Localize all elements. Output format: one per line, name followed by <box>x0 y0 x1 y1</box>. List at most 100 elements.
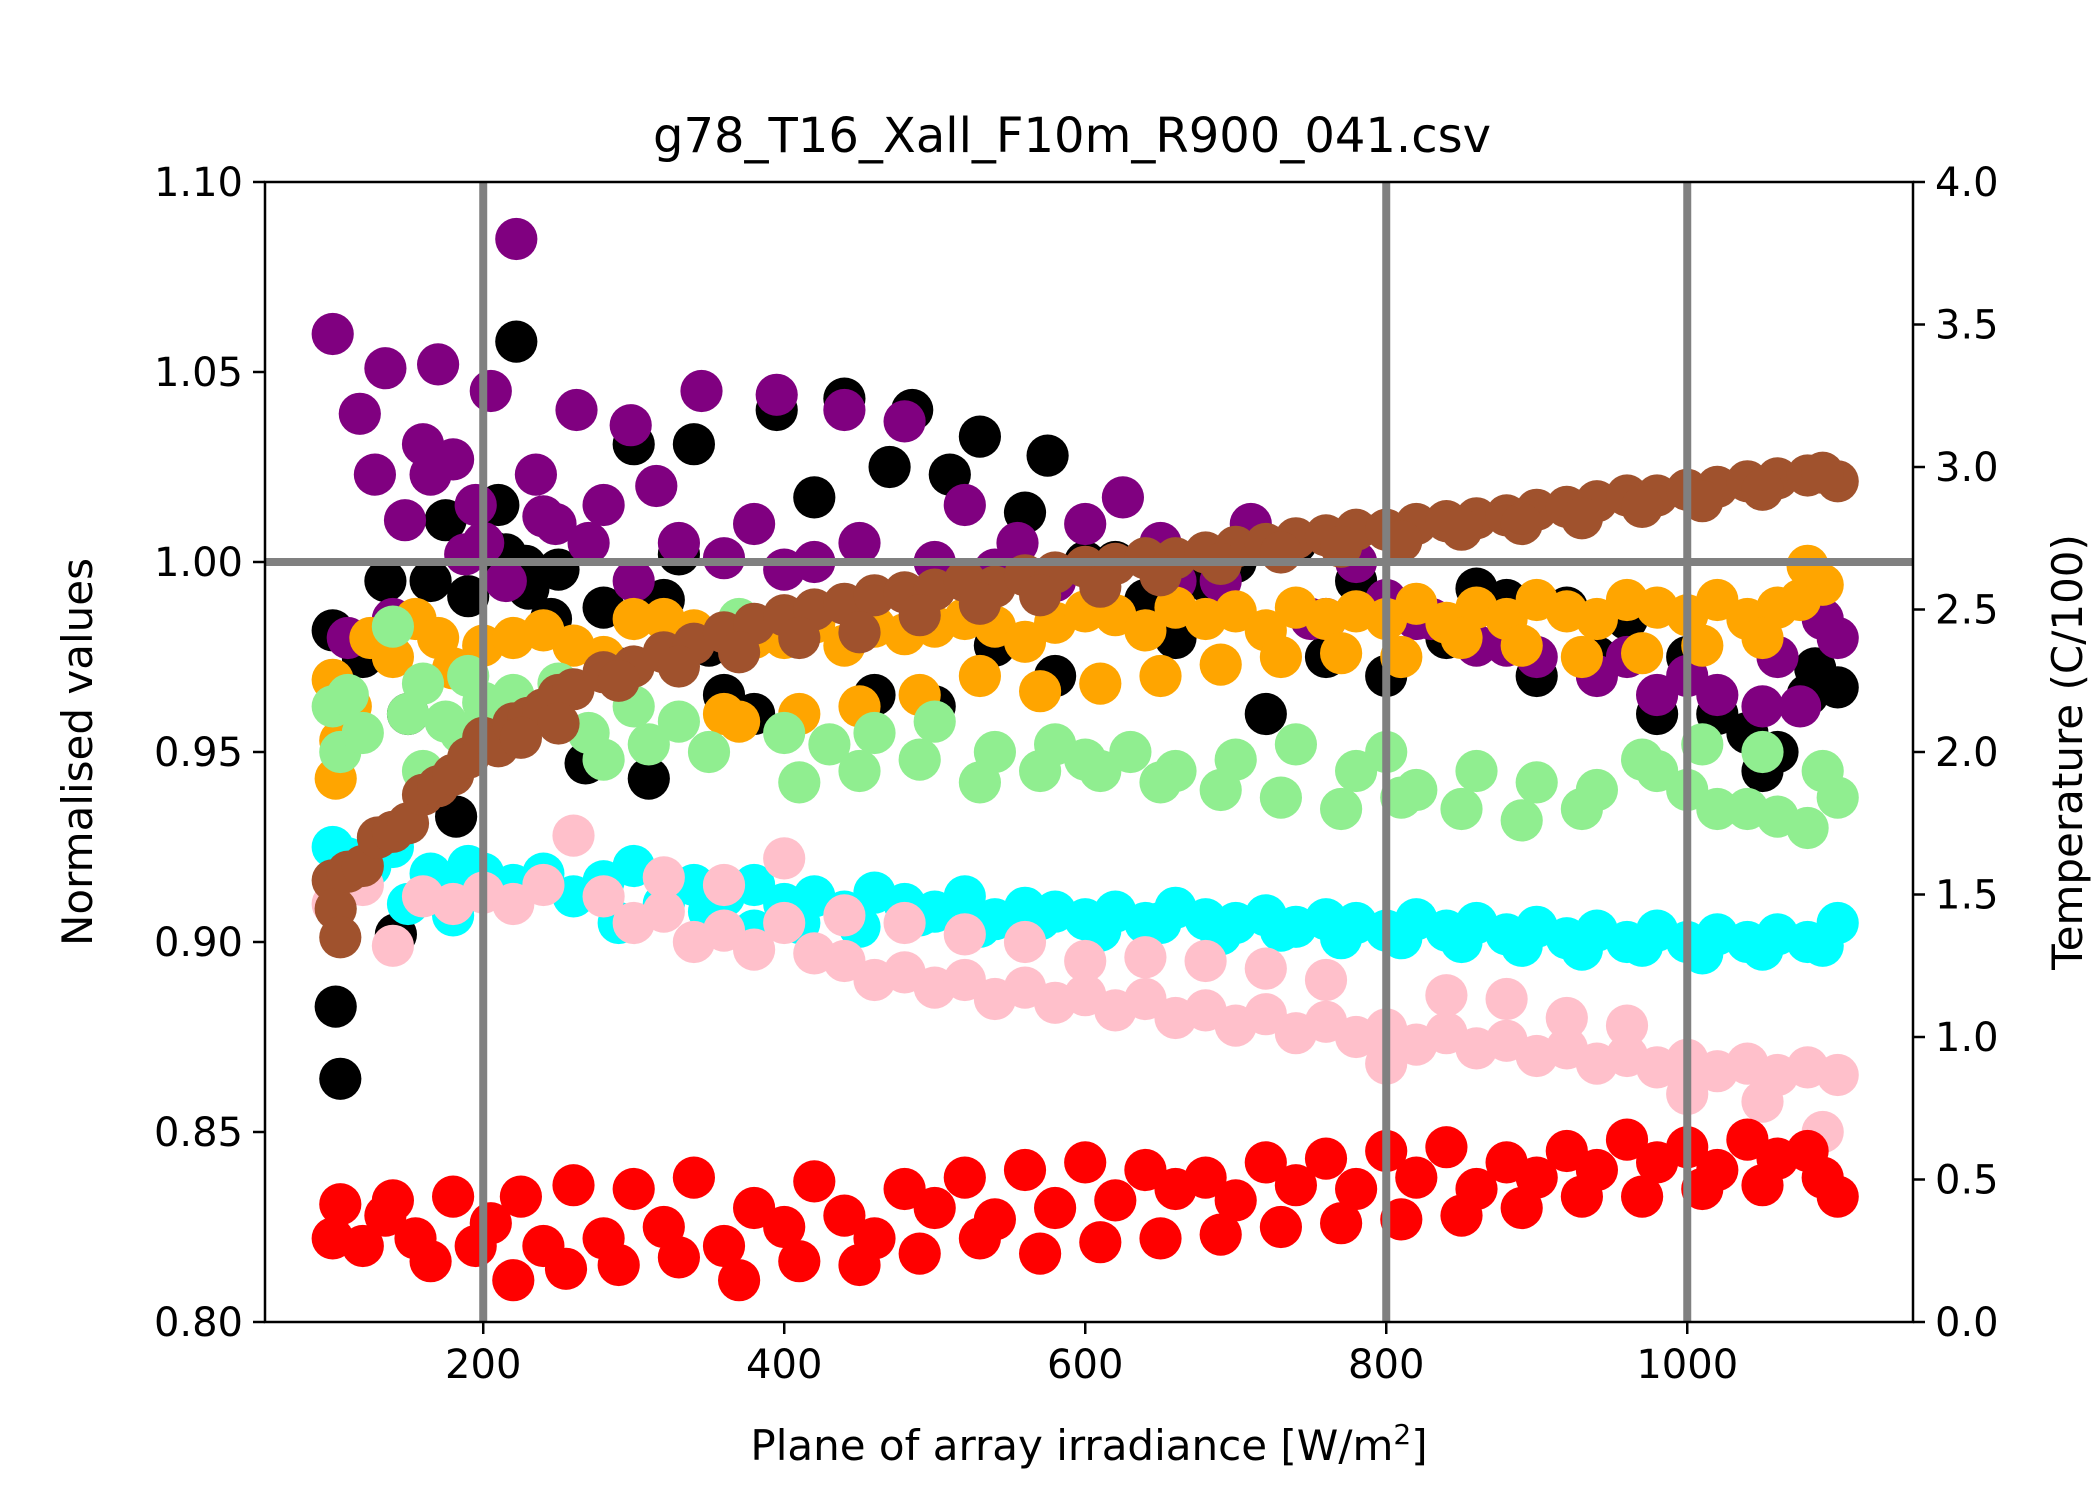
x-axis-label-main: Plane of array irradiance [W/m <box>750 1421 1393 1470</box>
data-point <box>1741 928 1784 971</box>
data-point <box>1636 673 1679 717</box>
y-left-axis-ticks: 0.80 0.85 0.90 0.95 1.00 1.05 1.10 <box>154 160 265 1346</box>
data-point <box>364 559 407 603</box>
x-tick-label: 200 <box>445 1342 521 1388</box>
data-point <box>1681 723 1724 766</box>
y-right-axis-label: Temperature (C/100) <box>2043 534 2092 971</box>
data-point <box>401 662 445 705</box>
data-point <box>1259 531 1302 574</box>
data-point <box>1139 654 1182 698</box>
data-point <box>499 716 542 759</box>
data-point <box>1380 1198 1423 1241</box>
data-point <box>1124 977 1167 1021</box>
data-point <box>1681 932 1724 975</box>
data-point <box>371 605 414 648</box>
y-left-tick-label: 1.10 <box>154 160 243 206</box>
data-point <box>1003 920 1047 964</box>
data-point <box>1003 620 1047 663</box>
data-point <box>1259 635 1302 679</box>
data-point <box>1139 1217 1182 1260</box>
data-point <box>755 373 798 416</box>
data-point <box>1199 1213 1242 1256</box>
data-point <box>883 1167 926 1211</box>
y-right-tick-label: 1.5 <box>1935 873 1999 919</box>
data-point <box>1575 597 1618 641</box>
data-points <box>311 217 1859 1302</box>
chart-title: g78_T16_Xall_F10m_R900_041.csv <box>653 108 1491 164</box>
data-point <box>1801 1156 1844 1199</box>
data-point <box>447 575 490 618</box>
data-point <box>364 347 407 390</box>
data-point <box>1064 939 1107 983</box>
data-point <box>1621 1175 1664 1218</box>
data-point <box>702 863 746 907</box>
data-point <box>1560 635 1603 679</box>
data-point <box>544 1247 588 1290</box>
data-point <box>495 217 538 261</box>
data-point <box>680 369 723 413</box>
data-point <box>567 521 610 565</box>
data-point <box>1696 578 1739 622</box>
data-point <box>612 559 655 603</box>
data-point <box>733 502 776 546</box>
data-point <box>1304 1137 1348 1180</box>
data-point <box>1244 1141 1287 1184</box>
x-axis-label: Plane of array irradiance [W/m2] <box>750 1418 1427 1470</box>
data-point <box>1019 749 1062 793</box>
data-point <box>718 1259 761 1302</box>
data-point <box>1779 685 1822 728</box>
reference-lines <box>265 182 1913 1322</box>
data-point <box>1244 692 1287 736</box>
data-point <box>838 611 881 654</box>
data-point <box>763 837 806 880</box>
data-point <box>1741 1080 1784 1123</box>
data-point <box>1380 776 1423 819</box>
data-point <box>635 464 678 508</box>
data-point <box>1094 1179 1137 1222</box>
data-point <box>1335 1167 1378 1211</box>
data-point <box>609 404 652 447</box>
y-left-tick-label: 0.85 <box>154 1110 243 1156</box>
data-point <box>582 738 625 781</box>
data-point <box>672 1156 716 1199</box>
data-point <box>1380 635 1423 679</box>
data-point <box>1560 1175 1603 1218</box>
data-point <box>1139 761 1182 804</box>
data-point <box>314 985 357 1028</box>
data-point <box>492 882 535 926</box>
y-right-tick-label: 0.5 <box>1935 1158 1999 1204</box>
data-point <box>409 1240 452 1283</box>
data-point <box>1621 924 1664 967</box>
y-left-tick-label: 0.80 <box>154 1300 243 1346</box>
data-point <box>657 521 701 565</box>
data-point <box>733 928 776 971</box>
data-point <box>537 702 580 745</box>
data-point <box>582 875 625 918</box>
data-point <box>371 635 414 679</box>
data-point <box>1560 787 1603 831</box>
data-point <box>823 939 866 983</box>
data-point <box>1034 1186 1077 1230</box>
data-point <box>1726 1118 1769 1161</box>
data-point <box>1440 508 1483 551</box>
data-point <box>1696 787 1739 831</box>
data-point <box>1500 924 1543 967</box>
data-point <box>1500 1186 1543 1230</box>
data-point <box>1139 901 1182 945</box>
data-point <box>778 616 821 660</box>
y-right-tick-label: 2.5 <box>1935 588 1999 634</box>
data-point <box>1079 1221 1122 1264</box>
data-point <box>958 654 1002 698</box>
y-left-axis-label: Normalised values <box>53 558 102 946</box>
data-point <box>838 1243 881 1287</box>
data-point <box>1794 647 1837 690</box>
data-point <box>612 1167 655 1211</box>
data-point <box>883 901 926 945</box>
data-point <box>326 673 369 717</box>
data-point <box>417 343 460 386</box>
data-point <box>371 924 414 967</box>
y-left-tick-label: 1.00 <box>154 540 243 586</box>
data-point <box>943 958 986 1002</box>
x-axis-label-superscript: 2 <box>1393 1418 1411 1451</box>
